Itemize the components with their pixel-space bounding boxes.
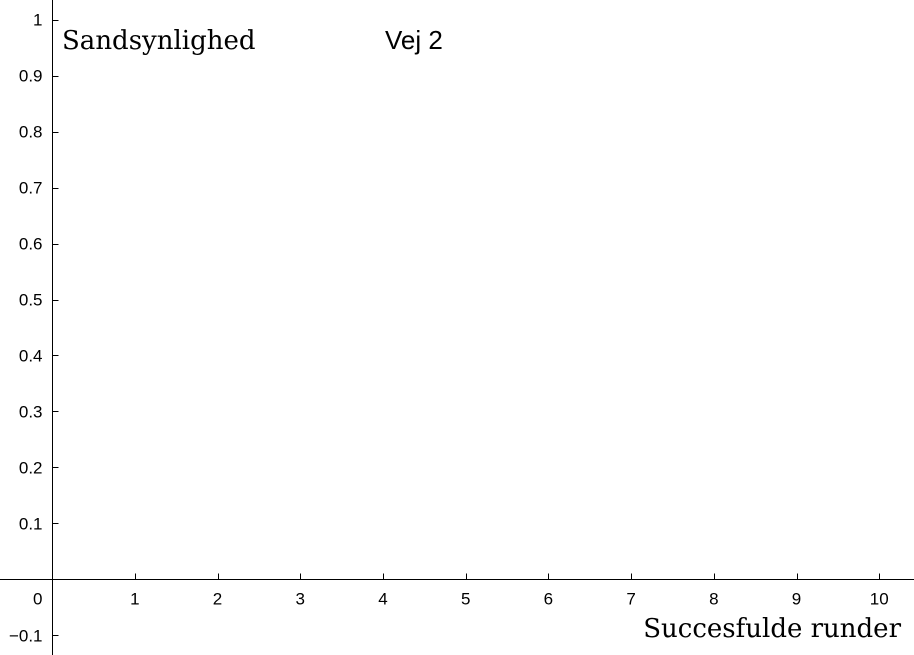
y-tick-label-1: 1 (33, 11, 42, 30)
y-tick-label-0.6: 0.6 (19, 235, 43, 254)
y-tick-label-0.8: 0.8 (19, 123, 43, 142)
x-tick-label-5: 5 (461, 590, 470, 609)
ticks-group (52, 20, 880, 636)
tick-labels-group: 0 1 2 3 4 5 6 7 8 9 10 −0.1 0.1 0.2 0.3 0.4 0.5 0.6 0.7 0.8… (9, 11, 889, 646)
x-tick-label-0: 0 (33, 590, 42, 609)
y-tick-label--0.1: −0.1 (9, 626, 43, 645)
y-tick-label-0.3: 0.3 (19, 402, 43, 421)
x-tick-label-7: 7 (626, 590, 635, 609)
x-tick-label-8: 8 (709, 590, 718, 609)
y-axis-label: Sandsynlighed (62, 26, 256, 56)
x-axis-label: Succesfulde runder (643, 614, 901, 644)
y-tick-label-0.7: 0.7 (19, 179, 43, 198)
y-tick-label-0.2: 0.2 (19, 458, 43, 477)
x-tick-label-9: 9 (792, 590, 801, 609)
y-tick-label-0.9: 0.9 (19, 67, 43, 86)
x-tick-label-3: 3 (296, 590, 305, 609)
y-tick-label-0.1: 0.1 (19, 514, 43, 533)
y-tick-label-0.5: 0.5 (19, 291, 43, 310)
x-tick-label-10: 10 (870, 590, 889, 609)
x-tick-label-1: 1 (130, 590, 139, 609)
y-tick-label-0.4: 0.4 (19, 346, 43, 365)
x-tick-label-2: 2 (213, 590, 222, 609)
chart-title: Vej 2 (385, 25, 443, 55)
x-tick-label-6: 6 (544, 590, 553, 609)
x-tick-label-4: 4 (378, 590, 387, 609)
